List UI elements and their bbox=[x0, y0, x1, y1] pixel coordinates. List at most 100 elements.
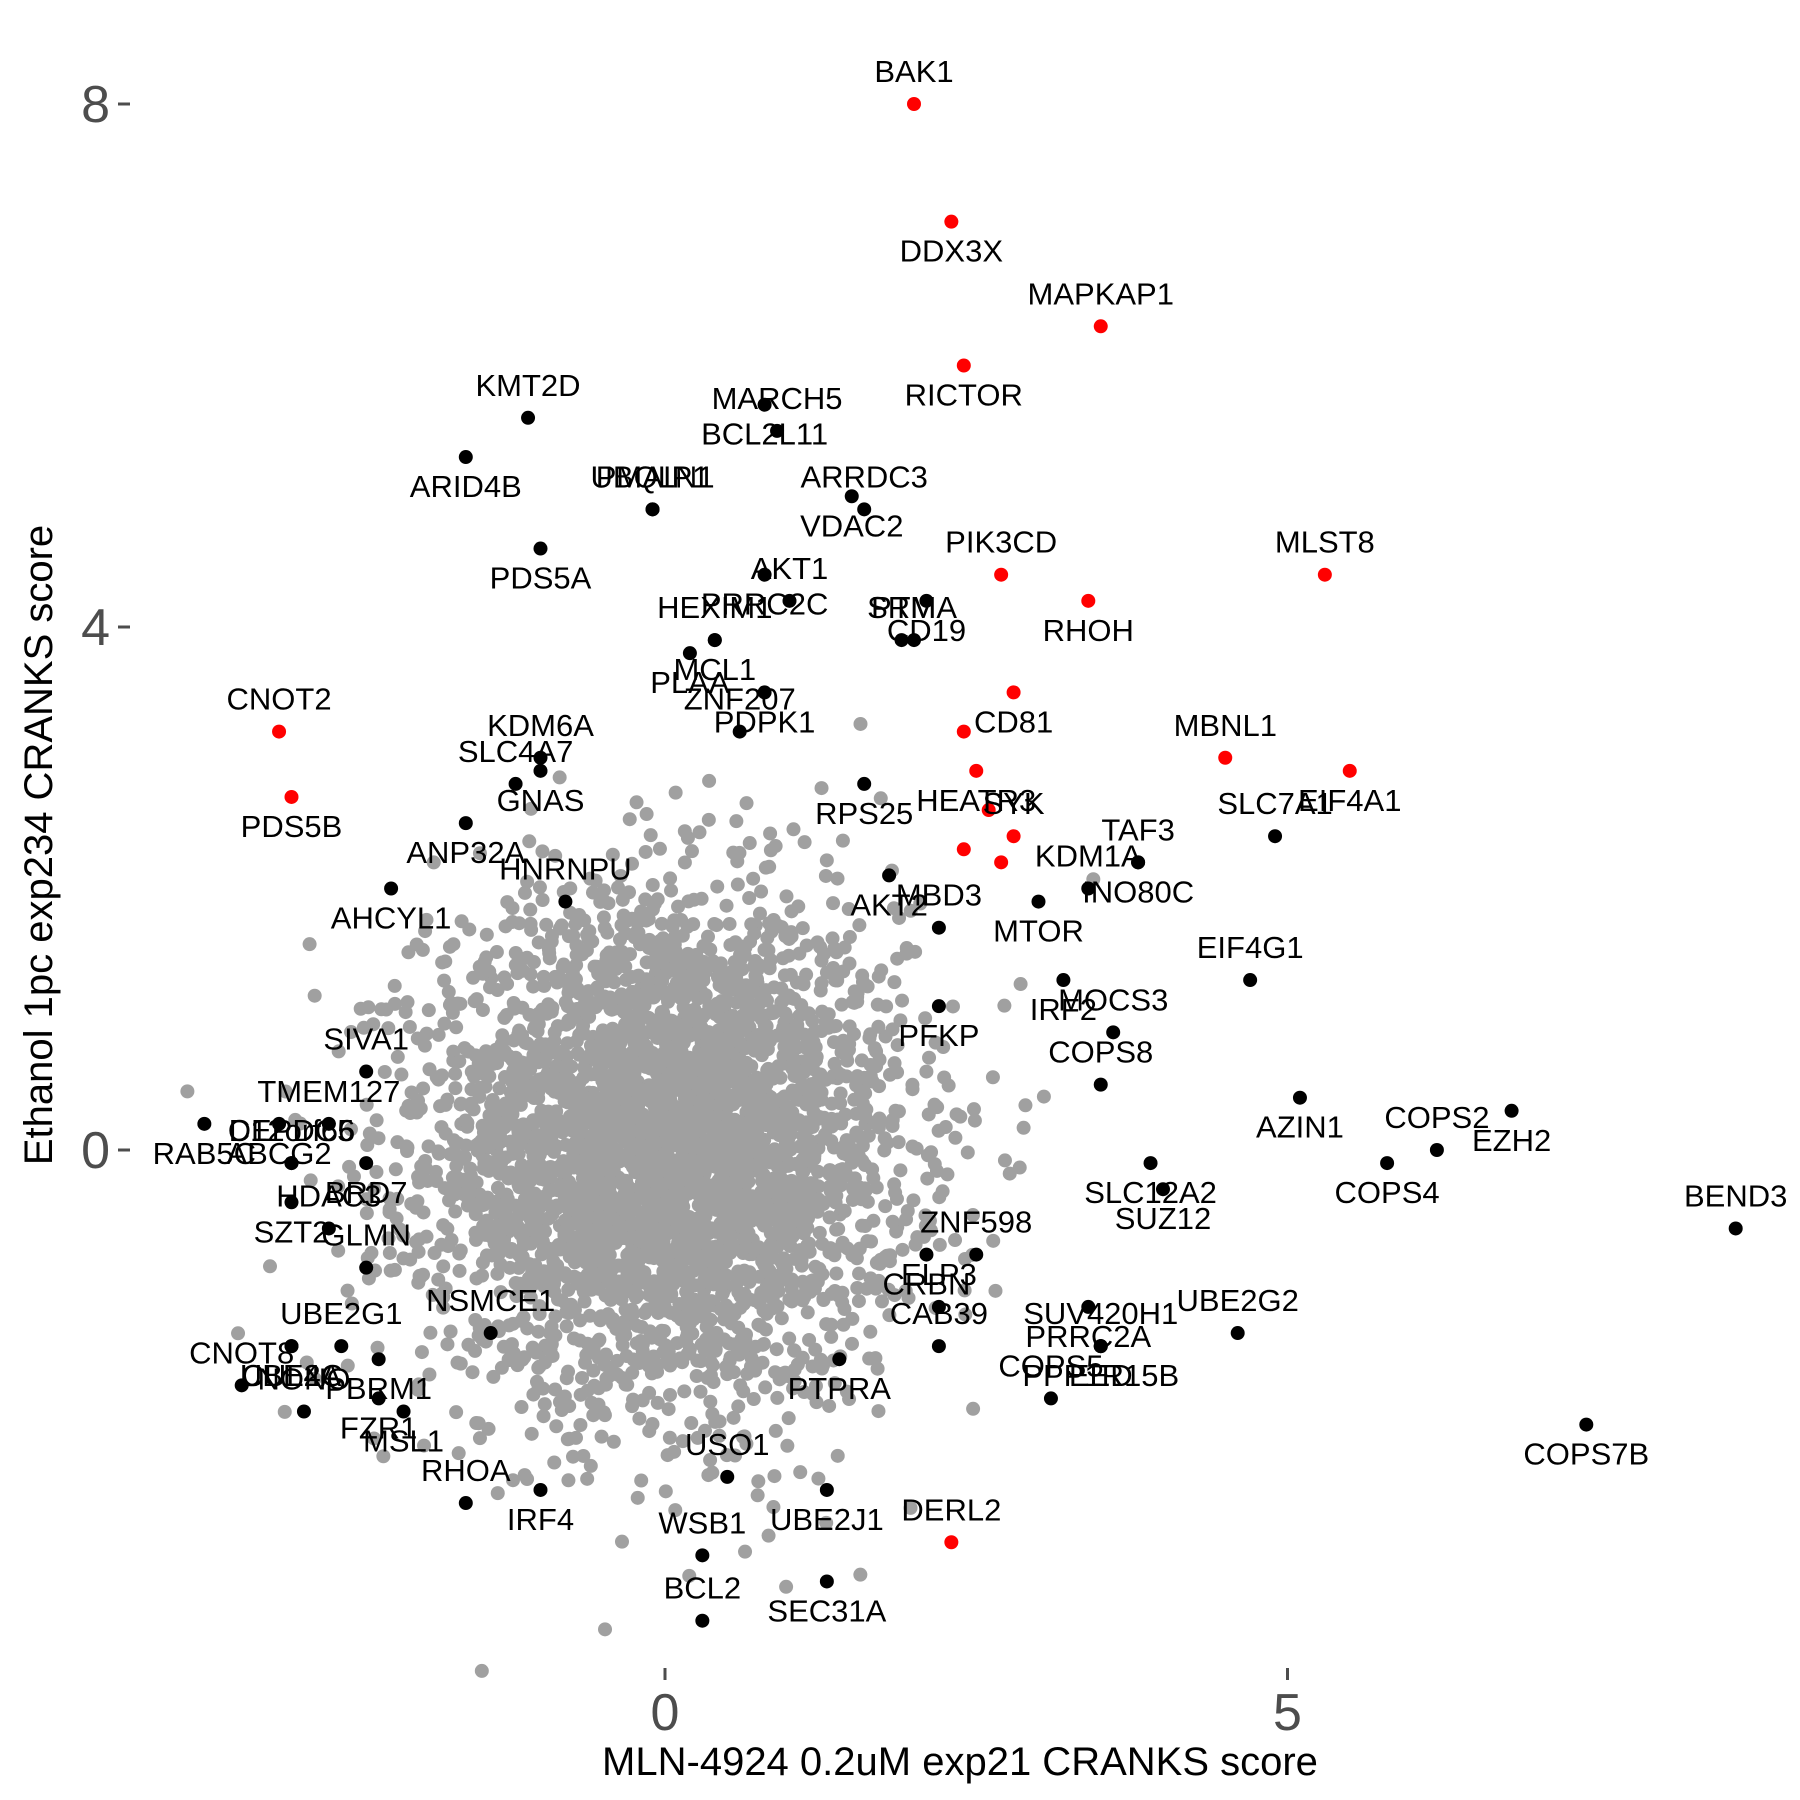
background-point bbox=[420, 1173, 435, 1188]
background-point bbox=[578, 1171, 593, 1186]
y-axis: 0 4 8 bbox=[81, 76, 130, 1180]
highlight-point bbox=[1093, 319, 1108, 334]
background-point bbox=[755, 1111, 770, 1126]
background-point bbox=[562, 1241, 577, 1256]
background-point bbox=[360, 1138, 375, 1153]
background-point bbox=[826, 1019, 841, 1034]
background-point bbox=[826, 896, 841, 911]
background-point bbox=[597, 1183, 612, 1198]
highlight-point bbox=[1081, 593, 1096, 608]
gene-label: SIVA1 bbox=[323, 1022, 409, 1057]
background-point bbox=[908, 1237, 923, 1252]
hit-point bbox=[1230, 1326, 1245, 1341]
background-point bbox=[685, 1163, 700, 1178]
background-point bbox=[597, 1357, 612, 1372]
hit-point bbox=[458, 816, 473, 831]
background-point bbox=[783, 990, 798, 1005]
background-point bbox=[768, 839, 783, 854]
background-point bbox=[586, 1408, 601, 1423]
gene-label: AZIN1 bbox=[1256, 1110, 1344, 1145]
background-point bbox=[448, 1066, 463, 1081]
background-point bbox=[566, 928, 581, 943]
background-point bbox=[747, 1241, 762, 1256]
background-point bbox=[490, 1486, 505, 1501]
background-point bbox=[575, 1370, 590, 1385]
gene-label: SLC4A7 bbox=[458, 734, 573, 769]
background-point bbox=[381, 1231, 396, 1246]
gene-label: RICTOR bbox=[905, 378, 1023, 413]
background-point bbox=[658, 1243, 673, 1258]
background-point bbox=[772, 1114, 787, 1129]
background-point bbox=[762, 1263, 777, 1278]
background-point bbox=[579, 943, 594, 958]
background-point bbox=[703, 1267, 718, 1282]
background-point bbox=[622, 1263, 637, 1278]
background-point bbox=[835, 1235, 850, 1250]
background-point bbox=[774, 1311, 789, 1326]
background-point bbox=[785, 1229, 800, 1244]
background-point bbox=[465, 1365, 480, 1380]
background-point bbox=[475, 1002, 490, 1017]
background-point bbox=[554, 1156, 569, 1171]
background-point bbox=[831, 1288, 846, 1303]
background-point bbox=[699, 1044, 714, 1059]
hit-point bbox=[819, 1574, 834, 1589]
background-point bbox=[836, 1317, 851, 1332]
background-point bbox=[997, 1153, 1012, 1168]
background-point bbox=[382, 1191, 397, 1206]
background-point bbox=[618, 997, 633, 1012]
background-point bbox=[850, 994, 865, 1009]
background-point bbox=[890, 1038, 905, 1053]
background-point bbox=[604, 949, 619, 964]
background-point bbox=[694, 891, 709, 906]
background-point bbox=[427, 1246, 442, 1261]
background-point bbox=[632, 1355, 647, 1370]
hit-point bbox=[1429, 1143, 1444, 1157]
background-point bbox=[759, 1306, 774, 1321]
background-point bbox=[650, 1058, 665, 1073]
background-point bbox=[810, 1164, 825, 1179]
background-point bbox=[795, 921, 810, 936]
background-point bbox=[648, 1135, 663, 1150]
background-point bbox=[419, 912, 434, 927]
background-point bbox=[486, 1106, 501, 1121]
background-point bbox=[817, 1110, 832, 1125]
background-point bbox=[789, 975, 804, 990]
background-point bbox=[638, 844, 653, 859]
background-point bbox=[586, 1052, 601, 1067]
gene-label: C12orf66 bbox=[228, 1113, 356, 1148]
background-point bbox=[631, 968, 646, 983]
gene-label: COPS4 bbox=[1335, 1175, 1440, 1210]
background-point bbox=[783, 1275, 798, 1290]
background-point bbox=[858, 1219, 873, 1234]
background-point bbox=[713, 1302, 728, 1317]
gene-label: UBE2G2 bbox=[1177, 1283, 1299, 1318]
hit-point bbox=[521, 410, 536, 425]
background-point bbox=[472, 846, 487, 861]
background-point bbox=[747, 984, 762, 999]
background-point bbox=[684, 844, 699, 859]
background-point bbox=[871, 969, 886, 984]
background-point bbox=[723, 1350, 738, 1365]
background-point bbox=[932, 1190, 947, 1205]
background-point bbox=[721, 1336, 736, 1351]
gene-label: UBE2G1 bbox=[280, 1296, 402, 1331]
y-tick-label: 4 bbox=[81, 599, 110, 657]
background-point bbox=[656, 952, 671, 967]
background-point bbox=[638, 1173, 653, 1188]
background-point bbox=[940, 1167, 955, 1182]
background-point bbox=[834, 1116, 849, 1131]
background-point bbox=[507, 1001, 522, 1016]
background-point bbox=[693, 1384, 708, 1399]
background-point bbox=[519, 1223, 534, 1238]
background-point bbox=[527, 1161, 542, 1176]
background-point bbox=[506, 1316, 521, 1331]
background-point bbox=[839, 1147, 854, 1162]
gene-label: ELP3 bbox=[901, 1257, 977, 1292]
background-point bbox=[986, 1233, 1001, 1248]
background-point bbox=[754, 1285, 769, 1300]
background-point bbox=[580, 1471, 595, 1486]
background-point bbox=[571, 1001, 586, 1016]
background-point bbox=[879, 999, 894, 1014]
